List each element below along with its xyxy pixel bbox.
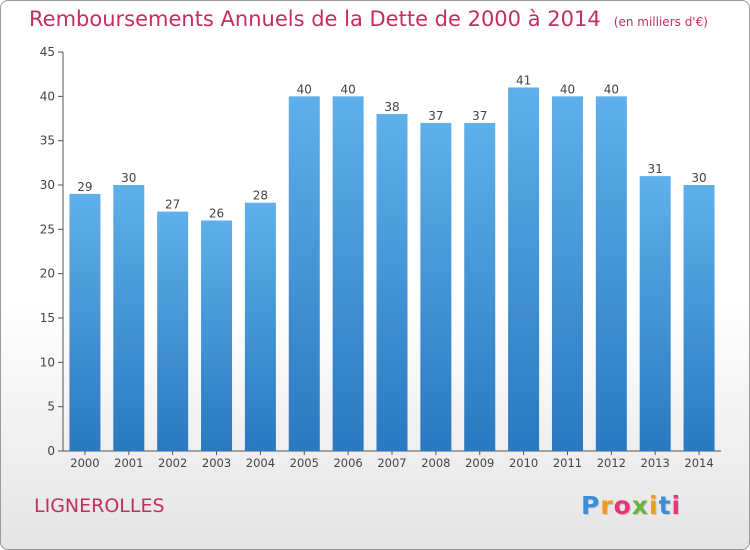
- x-tick-label: 2001: [114, 456, 143, 470]
- logo-letter: P: [581, 491, 601, 520]
- bar: [551, 96, 583, 451]
- x-tick-label: 2006: [333, 456, 362, 470]
- data-label: 41: [516, 73, 531, 87]
- x-tick-label: 2011: [553, 456, 582, 470]
- data-label: 29: [77, 180, 92, 194]
- bar: [683, 185, 715, 451]
- y-tick-label: 15: [40, 311, 55, 325]
- bar: [288, 96, 320, 451]
- data-label: 40: [560, 82, 575, 96]
- y-tick-label: 30: [40, 178, 55, 192]
- y-tick-label: 10: [40, 355, 55, 369]
- x-tick-label: 2004: [246, 456, 275, 470]
- title-row: Remboursements Annuels de la Dette de 20…: [29, 7, 708, 31]
- bar: [157, 211, 189, 451]
- data-label: 30: [691, 171, 706, 185]
- logo-letter: t: [658, 491, 672, 520]
- logo-letter: i: [649, 491, 659, 520]
- y-tick-label: 20: [40, 267, 55, 281]
- data-labels: 29 30 27 26 28 40 40 38 37 37 41 40 40 31 30: [77, 73, 706, 220]
- bars: [69, 87, 715, 452]
- commune-name: LIGNEROLLES: [34, 495, 165, 517]
- y-tick-label: 40: [40, 89, 55, 103]
- bar: [332, 96, 364, 451]
- data-label: 40: [604, 82, 619, 96]
- data-label: 37: [472, 109, 487, 123]
- data-label: 26: [209, 206, 224, 220]
- x-tick-label: 2008: [421, 456, 450, 470]
- y-tick-label: 45: [40, 45, 55, 59]
- x-tick-label: 2007: [377, 456, 406, 470]
- data-label: 38: [384, 100, 399, 114]
- x-tick-label: 2009: [465, 456, 494, 470]
- x-tick-label: 2005: [290, 456, 319, 470]
- bar: [595, 96, 627, 451]
- x-tick-label: 2002: [158, 456, 187, 470]
- y-tick-label: 25: [40, 222, 55, 236]
- y-tick-label: 0: [47, 444, 55, 458]
- axes: 0 5 10 15 20 25 30 35 40 45 2000 2001 2002 2003 2004 20…: [40, 45, 721, 470]
- bar: [420, 122, 452, 451]
- bar: [376, 114, 408, 452]
- bar: [508, 87, 540, 451]
- logo-letter: r: [600, 491, 614, 520]
- y-tick-label: 35: [40, 134, 55, 148]
- x-tick-label: 2000: [70, 456, 99, 470]
- logo-letter: x: [631, 491, 649, 520]
- bar: [69, 193, 101, 451]
- bar: [201, 220, 233, 451]
- y-tick-label: 5: [47, 400, 55, 414]
- data-label: 40: [297, 82, 312, 96]
- x-tick-label: 2003: [202, 456, 231, 470]
- x-tick-label: 2010: [509, 456, 538, 470]
- data-label: 31: [648, 162, 663, 176]
- data-label: 30: [121, 171, 136, 185]
- logo-letter: i: [671, 491, 682, 520]
- data-label: 27: [165, 198, 180, 212]
- bar: [464, 122, 496, 451]
- x-tick-label: 2014: [684, 456, 713, 470]
- bar: [113, 185, 145, 451]
- data-label: 28: [253, 189, 268, 203]
- data-label: 37: [428, 109, 443, 123]
- proxiti-logo: Proxiti: [581, 491, 681, 520]
- logo-letter: o: [613, 491, 632, 520]
- chart-title: Remboursements Annuels de la Dette de 20…: [29, 7, 601, 31]
- data-label: 40: [340, 82, 355, 96]
- chart-unit: (en milliers d'€): [613, 15, 708, 29]
- x-tick-label: 2013: [641, 456, 670, 470]
- x-tick-label: 2012: [597, 456, 626, 470]
- bar: [639, 176, 671, 451]
- bar: [244, 202, 276, 451]
